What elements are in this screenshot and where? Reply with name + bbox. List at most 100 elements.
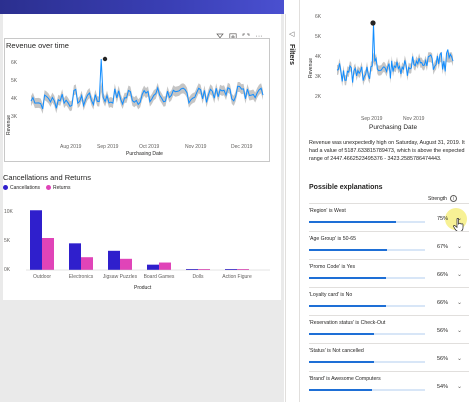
explanation-item[interactable]: 'Status' is Not cancelled 56% ⌄	[309, 343, 469, 371]
strength-bar-fill	[309, 249, 387, 252]
strength-label: Strength	[428, 195, 447, 202]
strength-percent: 56%	[437, 328, 449, 334]
chevron-down-icon[interactable]: ⌄	[457, 356, 463, 362]
bar-cancellations[interactable]	[147, 264, 159, 270]
bar-cancellations[interactable]	[30, 210, 42, 270]
category-label: Board Games	[144, 274, 175, 280]
explanation-label: 'Loyalty card' is No	[309, 292, 353, 298]
filters-label: Filters	[288, 44, 295, 66]
y-tick: 10K	[4, 209, 14, 215]
collapse-arrow-icon[interactable]: ◁	[289, 31, 295, 38]
more-options-icon[interactable]: ···	[255, 33, 263, 40]
y-tick: 5K	[11, 78, 18, 84]
strength-bar-fill	[309, 221, 396, 224]
chevron-down-icon[interactable]: ⌄	[457, 244, 463, 250]
bar-returns[interactable]	[159, 262, 171, 270]
expected-range-band	[337, 52, 453, 88]
explanation-item[interactable]: 'Loyalty card' is No 66% ⌄	[309, 287, 469, 315]
chevron-down-icon[interactable]: ⌄	[457, 384, 463, 390]
explanation-item[interactable]: 'Age Group' is 50-65 67% ⌄	[309, 231, 469, 259]
info-icon[interactable]: i	[449, 195, 457, 202]
bar-returns[interactable]	[198, 269, 210, 270]
y-axis-title: Revenue	[308, 58, 314, 78]
explanation-item[interactable]: 'Region' is West 75% ⌄	[309, 203, 469, 232]
explanation-label: 'Brand' is Awesome Computers	[309, 376, 381, 382]
cancel-legend: Cancellations Returns	[3, 185, 71, 191]
bar-cancellations[interactable]	[225, 269, 237, 270]
bar-returns[interactable]	[81, 257, 93, 270]
strength-bar	[309, 389, 425, 392]
strength-percent: 67%	[437, 244, 449, 250]
strength-bar	[309, 305, 425, 308]
x-axis-title: Purchasing Date	[369, 124, 417, 131]
y-tick: 3K	[11, 114, 18, 120]
analysis-line-chart[interactable]: 6K 5K 4K 3K 2K Revenue Sep 2019 Nov 2019…	[301, 6, 471, 134]
explanation-item[interactable]: 'Brand' is Awesome Computers 54% ⌄	[309, 371, 469, 399]
strength-percent: 56%	[437, 356, 449, 362]
bar-returns[interactable]	[120, 258, 132, 270]
y-tick: 4K	[11, 96, 18, 102]
revenue-over-time-visual[interactable]: Revenue over time 6K 5K 4K 3K Revenue Au…	[4, 38, 270, 162]
hand-cursor-icon	[453, 218, 464, 232]
strength-bar-fill	[309, 361, 374, 364]
category-label: Dolls	[192, 274, 204, 280]
anomaly-marker[interactable]	[102, 56, 108, 62]
x-tick: Nov 2019	[403, 116, 425, 122]
strength-bar-fill	[309, 305, 386, 308]
category-label: Electronics	[69, 274, 94, 280]
x-tick: Sep 2019	[97, 144, 119, 150]
revenue-line-chart[interactable]: 6K 5K 4K 3K Revenue Aug 2019 Sep 2019 Oc…	[5, 51, 269, 161]
y-axis-title: Revenue	[6, 115, 12, 135]
cancellations-bar-chart[interactable]: 10K 5K 0K Outdoor Electronics Jigsaw Puzzl…	[0, 193, 280, 293]
chevron-down-icon[interactable]: ⌄	[457, 300, 463, 306]
strength-percent: 75%	[437, 216, 449, 222]
legend-item-returns[interactable]: Returns	[46, 185, 71, 191]
revenue-visual-title: Revenue over time	[6, 41, 69, 50]
strength-bar-fill	[309, 389, 372, 392]
strength-percent: 66%	[437, 272, 449, 278]
explanation-label: 'Promo Code' is Yes	[309, 264, 356, 270]
anomaly-marker[interactable]	[370, 20, 376, 26]
x-tick: Sep 2019	[361, 116, 383, 122]
y-tick: 6K	[11, 60, 18, 66]
bar-cancellations[interactable]	[186, 269, 198, 270]
filters-pane[interactable]: ◁ Filters	[285, 14, 299, 402]
strength-bar	[309, 277, 425, 280]
strength-header: Strength i	[428, 195, 457, 202]
strength-bar	[309, 221, 425, 224]
chevron-down-icon[interactable]: ⌄	[457, 216, 463, 222]
explanation-item[interactable]: 'Promo Code' is Yes 66% ⌄	[309, 259, 469, 287]
y-tick: 5K	[4, 238, 11, 244]
x-tick: Nov 2019	[185, 144, 207, 150]
revenue-line	[336, 23, 454, 83]
strength-bar	[309, 361, 425, 364]
chevron-down-icon[interactable]: ⌄	[457, 328, 463, 334]
y-tick: 4K	[315, 54, 322, 60]
bar-returns[interactable]	[42, 238, 54, 270]
strength-percent: 54%	[437, 384, 449, 390]
chevron-down-icon[interactable]: ⌄	[457, 272, 463, 278]
x-tick: Aug 2019	[60, 144, 82, 150]
y-tick: 2K	[315, 94, 322, 100]
y-tick: 6K	[315, 14, 322, 20]
bar-returns[interactable]	[237, 269, 249, 270]
top-bar	[0, 0, 284, 14]
legend-item-cancellations[interactable]: Cancellations	[3, 185, 40, 191]
anomaly-description: Revenue was unexpectedly high on Saturda…	[309, 140, 465, 162]
revenue-line	[30, 58, 264, 110]
bar-cancellations[interactable]	[108, 250, 120, 270]
bar-cancellations[interactable]	[69, 243, 81, 270]
possible-explanations-title: Possible explanations	[309, 184, 383, 191]
category-label: Action Figure	[222, 274, 252, 280]
cancel-visual-title: Cancellations and Returns	[3, 173, 91, 182]
category-label: Jigsaw Puzzles	[103, 274, 138, 280]
strength-bar	[309, 333, 425, 336]
strength-bar	[309, 249, 425, 252]
explanation-label: 'Status' is Not cancelled	[309, 348, 364, 354]
expand-icon[interactable]	[242, 33, 250, 41]
x-tick: Oct 2019	[139, 144, 160, 150]
explanation-item[interactable]: 'Reservation status' is Check-Out 56% ⌄	[309, 315, 469, 343]
y-tick: 0K	[4, 267, 11, 273]
strength-bar-fill	[309, 333, 374, 336]
strength-percent: 66%	[437, 300, 449, 306]
